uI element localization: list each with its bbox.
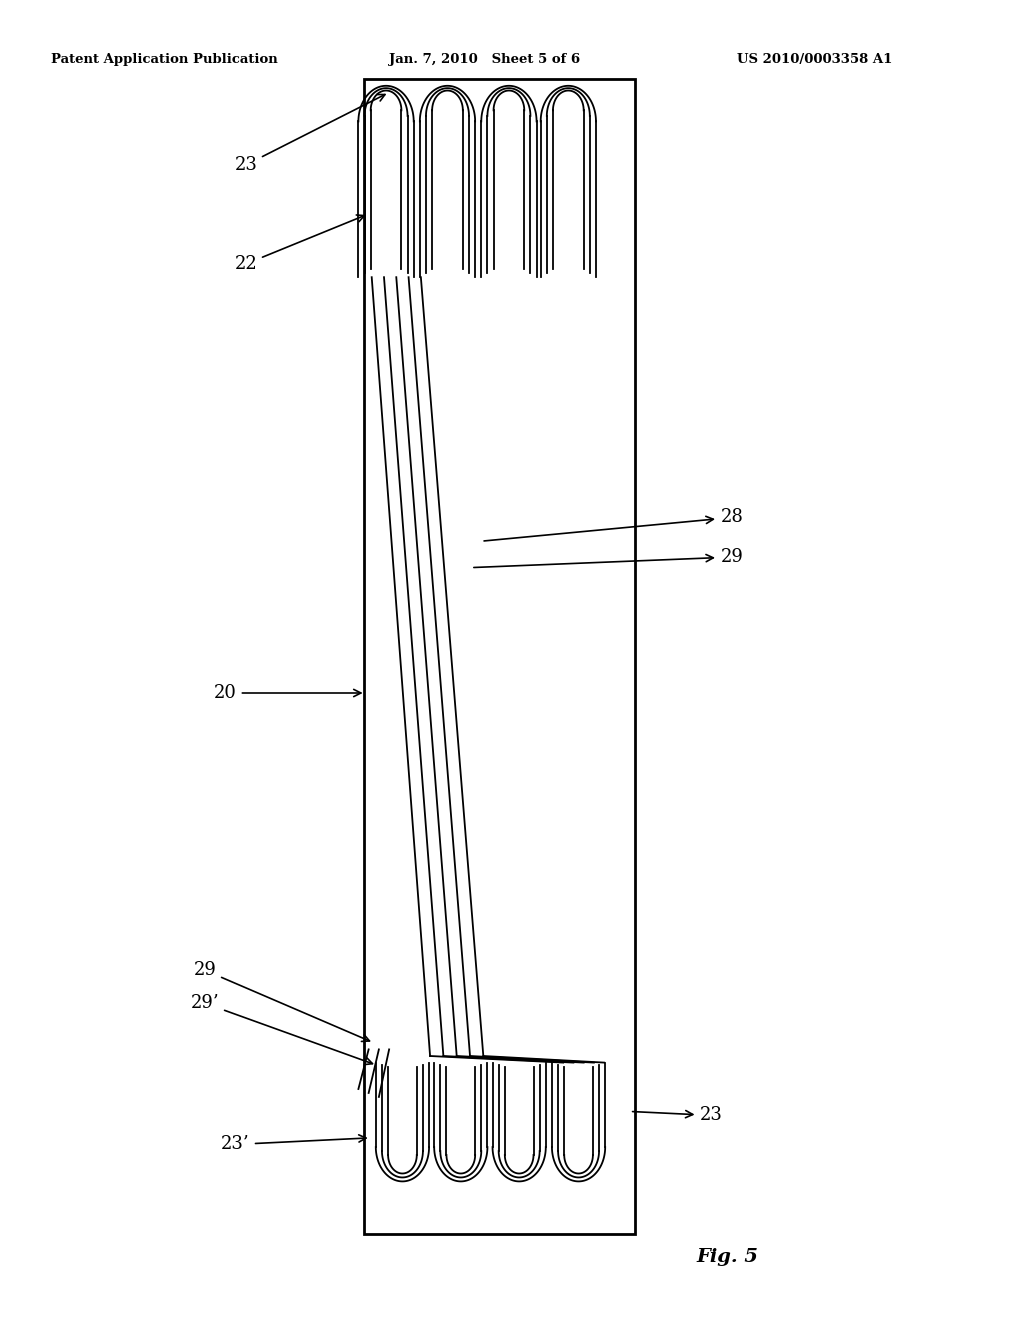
Text: Jan. 7, 2010   Sheet 5 of 6: Jan. 7, 2010 Sheet 5 of 6 <box>389 53 581 66</box>
Text: Patent Application Publication: Patent Application Publication <box>51 53 278 66</box>
Text: US 2010/0003358 A1: US 2010/0003358 A1 <box>737 53 893 66</box>
Text: 23: 23 <box>234 95 385 174</box>
Text: 29: 29 <box>474 548 743 568</box>
Text: 29’: 29’ <box>190 994 373 1065</box>
Text: Fig. 5: Fig. 5 <box>696 1247 759 1266</box>
Text: 22: 22 <box>234 215 365 273</box>
Bar <box>364 79 635 1234</box>
Text: 29: 29 <box>194 961 370 1041</box>
Text: 20: 20 <box>214 684 360 702</box>
Text: 23’: 23’ <box>221 1135 366 1154</box>
Text: 28: 28 <box>484 508 743 541</box>
Text: 23: 23 <box>633 1106 723 1125</box>
